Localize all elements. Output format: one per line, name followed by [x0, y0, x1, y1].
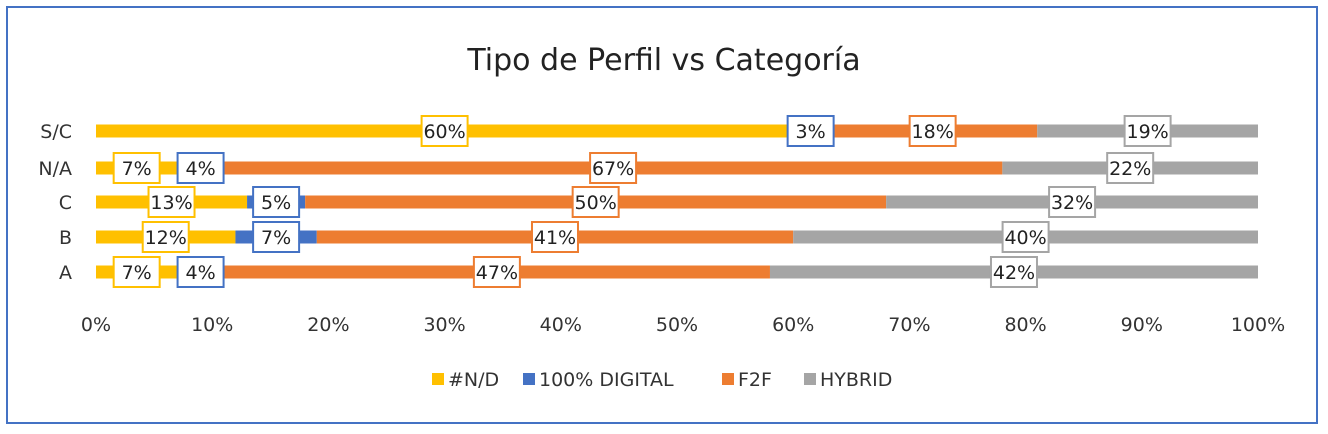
x-tick-label: 90%: [1121, 314, 1163, 336]
data-label-box: [112, 256, 161, 288]
chart-title: Tipo de Perfil vs Categoría: [466, 43, 860, 78]
data-label-hybrid-a: 42%: [989, 256, 1038, 288]
legend-label: 100% DIGITAL: [539, 369, 674, 391]
legend-item-100-digital: 100% DIGITAL: [523, 369, 674, 391]
data-label-box: [252, 221, 301, 253]
category-label-a: A: [59, 262, 72, 284]
data-label-f2f-c: 50%: [571, 186, 620, 218]
data-label-box: [420, 115, 469, 147]
category-label-s-c: S/C: [40, 121, 72, 143]
data-label-text: 47%: [476, 262, 518, 284]
data-label-text: 12%: [145, 227, 187, 249]
x-axis-ticks: 0% 10% 20% 30% 40% 50% 60% 70% 80% 90% 100%: [81, 314, 1285, 336]
data-label-text: 4%: [186, 262, 216, 284]
data-label-text: 4%: [186, 158, 216, 180]
data-label-text: 7%: [261, 227, 291, 249]
legend-swatch: [722, 373, 734, 385]
x-tick-label: 100%: [1231, 314, 1285, 336]
data-label-box: [176, 152, 225, 184]
legend-swatch: [432, 373, 444, 385]
data-label-f2f-a: 47%: [472, 256, 521, 288]
data-label-box: [530, 221, 579, 253]
legend-item-hybrid: HYBRID: [804, 369, 892, 391]
data-label-box: [141, 221, 190, 253]
data-label-box: [176, 256, 225, 288]
data-label-100-digital-n-a: 4%: [176, 152, 225, 184]
chart-frame: [6, 6, 1318, 424]
x-tick-label: 0%: [81, 314, 111, 336]
data-label-text: 32%: [1051, 192, 1093, 214]
data-label-text: 7%: [122, 158, 152, 180]
data-label-text: 19%: [1126, 121, 1168, 143]
category-label-b: B: [59, 227, 72, 249]
data-label-text: 7%: [122, 262, 152, 284]
legend-label: #N/D: [448, 369, 499, 391]
legend-label: F2F: [738, 369, 772, 391]
legend-item-n-d: #N/D: [432, 369, 499, 391]
data-label-n-d-s-c: 60%: [420, 115, 469, 147]
data-label-box: [112, 152, 161, 184]
data-label-text: 13%: [150, 192, 192, 214]
data-label-100-digital-a: 4%: [176, 256, 225, 288]
data-label-n-d-a: 7%: [112, 256, 161, 288]
legend-swatch: [804, 373, 816, 385]
legend: #N/D 100% DIGITAL F2F HYBRID: [432, 369, 892, 391]
data-label-hybrid-s-c: 19%: [1123, 115, 1172, 147]
x-tick-label: 60%: [772, 314, 814, 336]
data-label-box: [571, 186, 620, 218]
data-label-100-digital-c: 5%: [252, 186, 301, 218]
data-label-f2f-n-a: 67%: [589, 152, 638, 184]
data-label-hybrid-n-a: 22%: [1106, 152, 1155, 184]
x-tick-label: 40%: [540, 314, 582, 336]
data-label-box: [908, 115, 957, 147]
data-label-text: 42%: [993, 262, 1035, 284]
data-label-100-digital-b: 7%: [252, 221, 301, 253]
data-label-box: [1048, 186, 1097, 218]
data-label-text: 3%: [796, 121, 826, 143]
data-label-n-d-b: 12%: [141, 221, 190, 253]
data-label-f2f-b: 41%: [530, 221, 579, 253]
data-label-text: 22%: [1109, 158, 1151, 180]
category-label-n-a: N/A: [38, 158, 72, 180]
x-tick-label: 10%: [191, 314, 233, 336]
data-label-box: [472, 256, 521, 288]
data-label-text: 41%: [534, 227, 576, 249]
data-label-box: [589, 152, 638, 184]
x-tick-label: 50%: [656, 314, 698, 336]
x-tick-label: 70%: [888, 314, 930, 336]
data-label-100-digital-s-c: 3%: [786, 115, 835, 147]
data-label-text: 67%: [592, 158, 634, 180]
x-tick-label: 30%: [423, 314, 465, 336]
data-label-hybrid-b: 40%: [1001, 221, 1050, 253]
data-label-hybrid-c: 32%: [1048, 186, 1097, 218]
data-label-box: [252, 186, 301, 218]
data-label-text: 40%: [1004, 227, 1046, 249]
legend-item-f2f: F2F: [722, 369, 772, 391]
data-label-box: [1001, 221, 1050, 253]
category-labels: S/C N/A CBA: [38, 121, 72, 284]
category-label-c: C: [59, 192, 72, 214]
data-label-f2f-s-c: 18%: [908, 115, 957, 147]
x-tick-label: 80%: [1004, 314, 1046, 336]
data-label-box: [1123, 115, 1172, 147]
data-label-text: 18%: [912, 121, 954, 143]
data-label-box: [786, 115, 835, 147]
data-label-n-d-n-a: 7%: [112, 152, 161, 184]
data-label-box: [989, 256, 1038, 288]
data-label-box: [1106, 152, 1155, 184]
x-tick-label: 20%: [307, 314, 349, 336]
data-label-text: 50%: [575, 192, 617, 214]
data-label-box: [147, 186, 196, 218]
data-label-n-d-c: 13%: [147, 186, 196, 218]
data-label-text: 60%: [423, 121, 465, 143]
data-label-text: 5%: [261, 192, 291, 214]
legend-swatch: [523, 373, 535, 385]
legend-label: HYBRID: [820, 369, 892, 391]
data-labels: 60% 3% 18% 19% 7% 4% 67% 22% 13% 5% 50% 32% 12% 7% 41%…: [112, 115, 1172, 288]
